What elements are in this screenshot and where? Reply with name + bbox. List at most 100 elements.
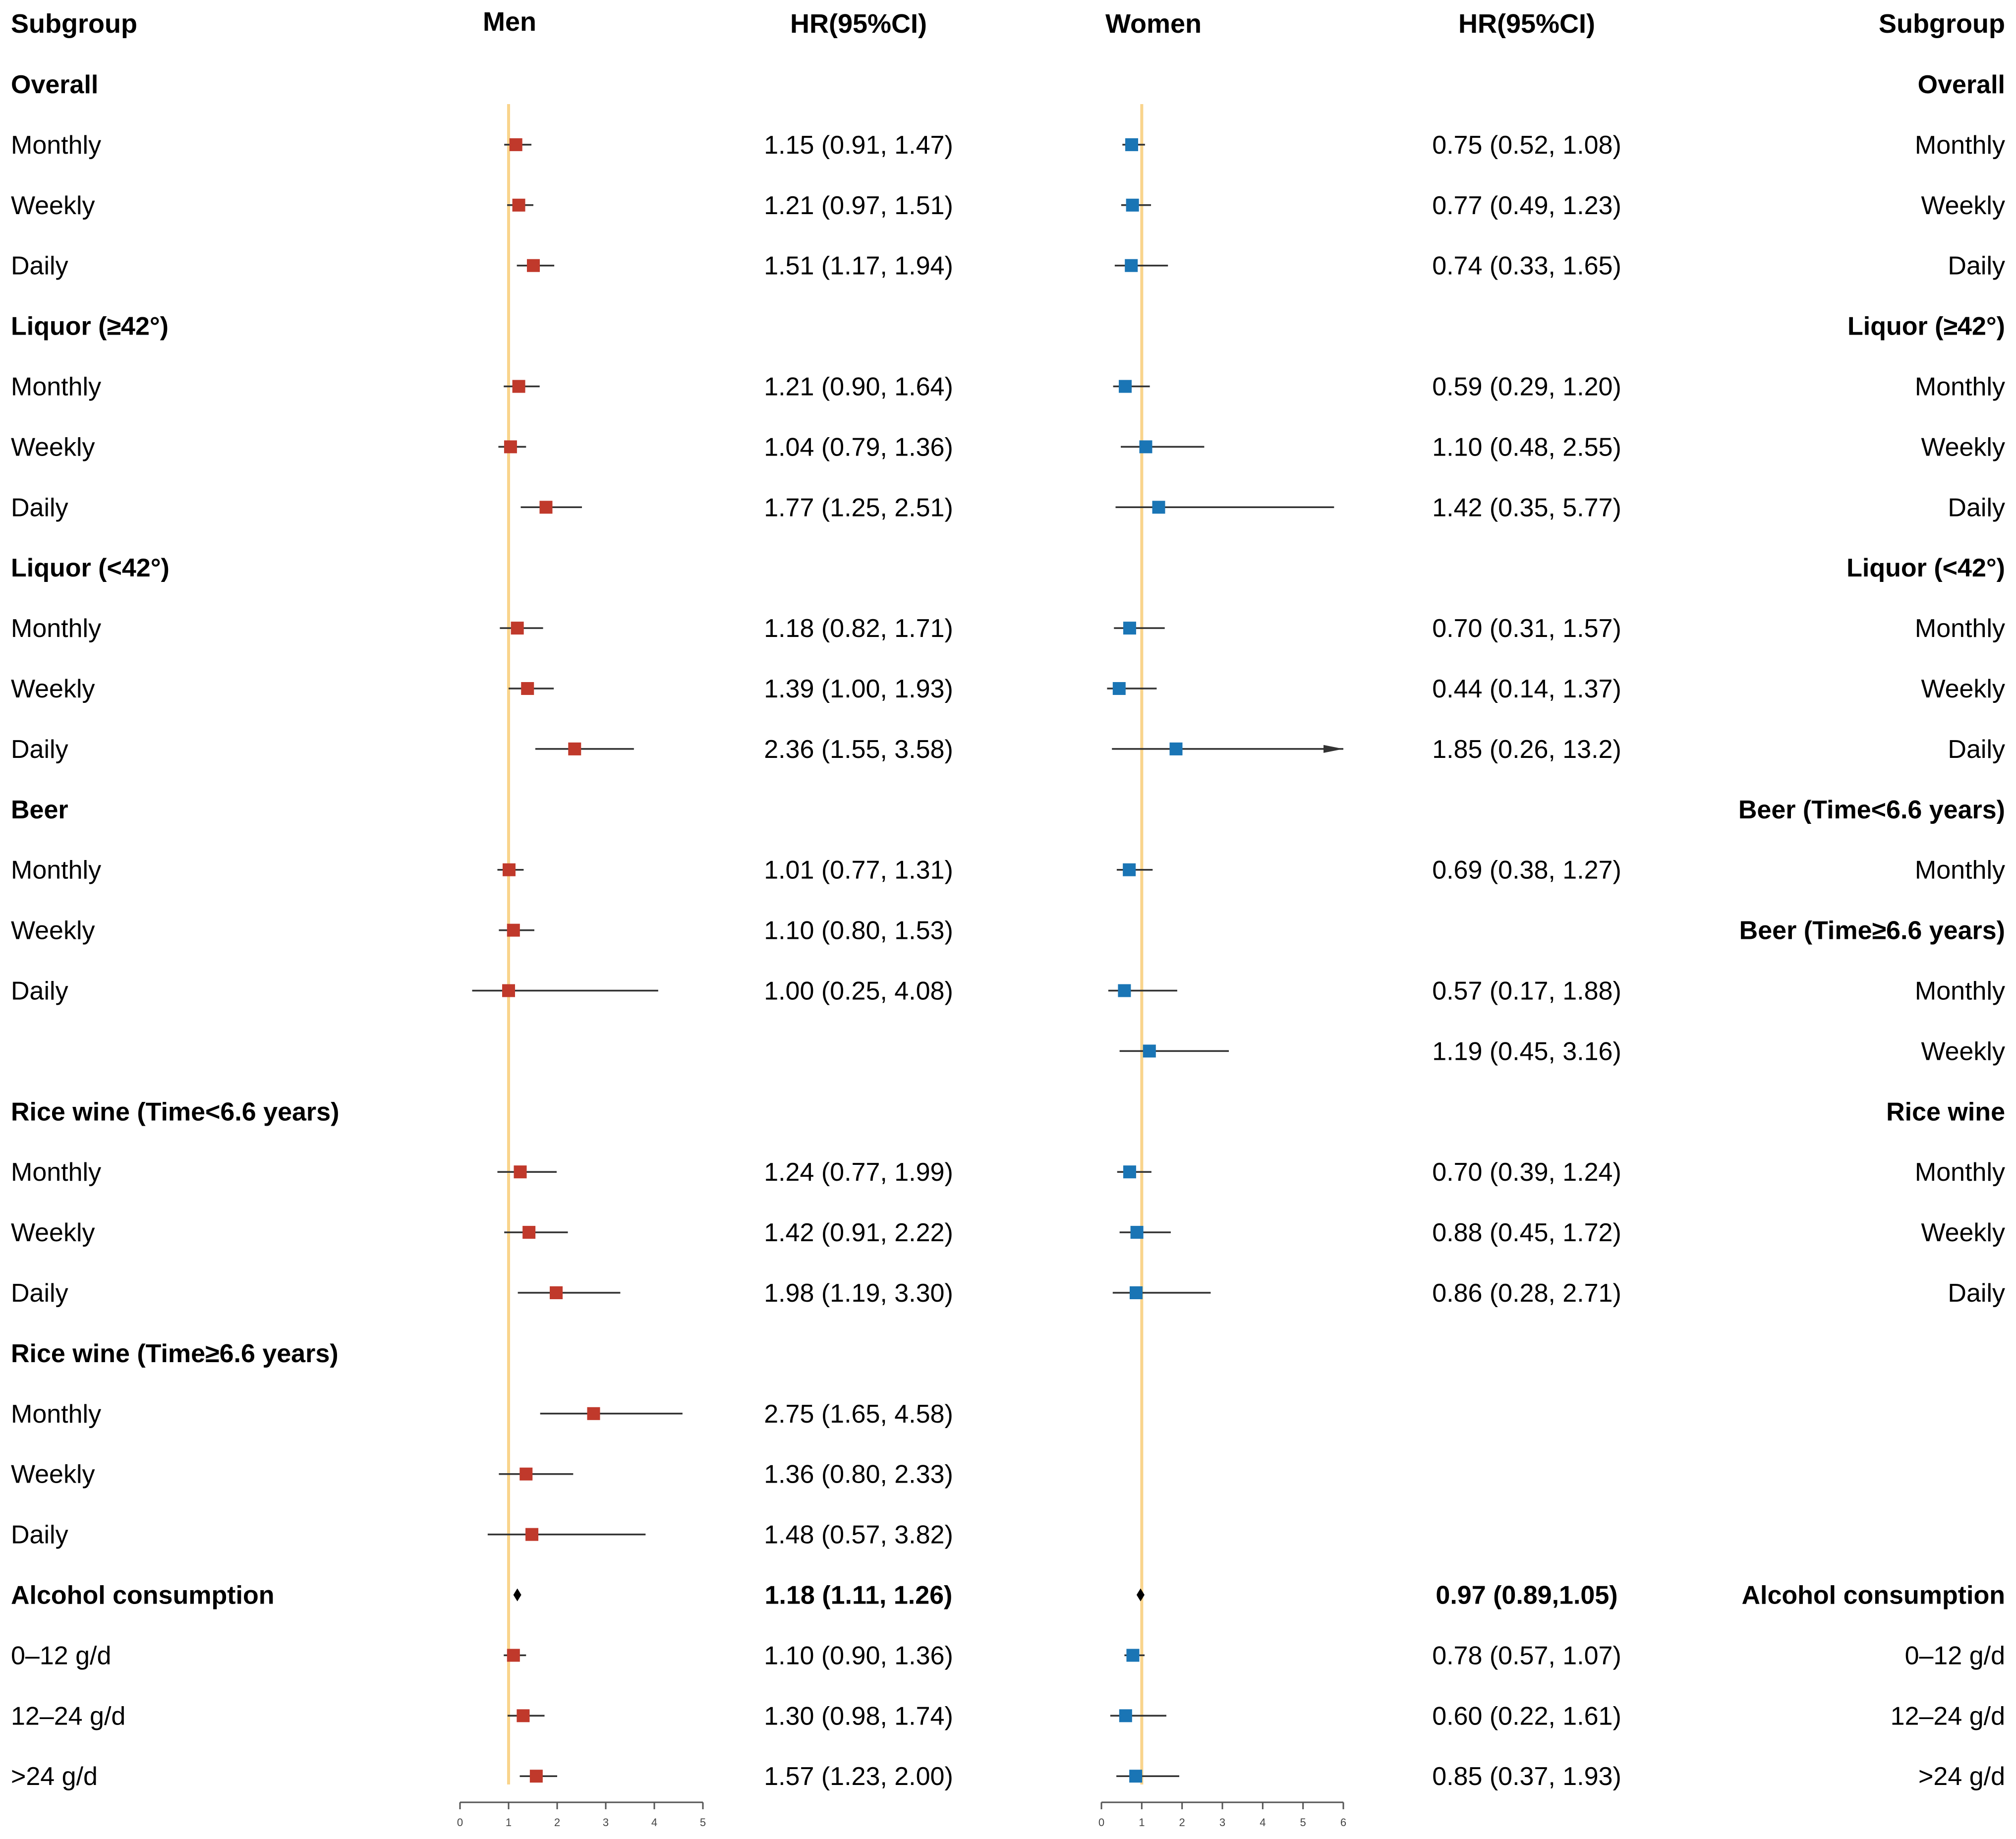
header-subgroup-right: Subgroup (1879, 9, 2005, 39)
women-hr-text: 1.85 (0.26, 13.2) (1432, 735, 1621, 764)
men-hr-text: 1.18 (1.11, 1.26) (765, 1581, 953, 1610)
men-row-label: Weekly (11, 191, 95, 220)
men-hr-text: 1.39 (1.00, 1.93) (764, 675, 953, 703)
women-point-marker (1123, 863, 1136, 876)
men-point-marker (507, 923, 520, 937)
women-row-label: Monthly (1915, 614, 2005, 643)
women-hr-text: 0.44 (0.14, 1.37) (1432, 675, 1621, 703)
men-group-label: Liquor (≥42°) (11, 312, 169, 341)
women-x-tick-label: 0 (1098, 1816, 1104, 1829)
women-x-tick-label: 2 (1179, 1816, 1185, 1829)
men-row-label: Monthly (11, 131, 101, 160)
men-point-marker (509, 138, 522, 151)
women-hr-text: 0.85 (0.37, 1.93) (1432, 1762, 1621, 1791)
men-point-marker (568, 742, 581, 755)
women-point-marker (1125, 259, 1138, 272)
men-group-label: Rice wine (Time≥6.6 years) (11, 1339, 339, 1368)
women-hr-text: 0.77 (0.49, 1.23) (1432, 191, 1621, 220)
men-point-marker (502, 863, 516, 876)
header-women: Women (1105, 9, 1202, 39)
women-row-label: Weekly (1921, 1037, 2005, 1066)
women-point-marker (1126, 198, 1139, 212)
women-point-marker (1112, 682, 1126, 695)
men-point-marker (521, 682, 534, 695)
men-row-label: Daily (11, 252, 68, 281)
women-hr-text: 0.97 (0.89,1.05) (1436, 1581, 1617, 1610)
men-point-marker (526, 259, 540, 272)
men-row-label: Daily (11, 735, 68, 764)
women-hr-text: 0.59 (0.29, 1.20) (1432, 373, 1621, 402)
women-hr-text: 0.60 (0.22, 1.61) (1432, 1702, 1621, 1730)
women-group-label: Liquor (≥42°) (1847, 312, 2005, 341)
women-point-marker (1126, 1649, 1140, 1662)
men-hr-text: 1.01 (0.77, 1.31) (764, 856, 953, 885)
women-row-label: Daily (1948, 1279, 2005, 1308)
women-x-tick-label: 1 (1139, 1816, 1145, 1829)
men-point-marker (512, 380, 525, 393)
men-hr-text: 1.30 (0.98, 1.74) (764, 1702, 953, 1730)
women-row-label: Weekly (1921, 433, 2005, 461)
women-point-marker (1119, 1709, 1132, 1723)
men-hr-text: 1.10 (0.90, 1.36) (764, 1641, 953, 1670)
panel-men: Overall Monthly 1.15 (0.91, 1.47) Weekly 1.2… (11, 70, 953, 1829)
women-row-label: 0–12 g/d (1905, 1641, 2005, 1670)
women-hr-text: 0.88 (0.45, 1.72) (1432, 1218, 1621, 1247)
women-summary-diamond (1136, 1588, 1145, 1602)
men-point-marker (529, 1770, 543, 1783)
header-subgroup-left: Subgroup (11, 9, 137, 39)
men-group-label: Overall (11, 70, 98, 99)
men-row-label: Weekly (11, 1460, 95, 1489)
women-row-label: Monthly (1915, 131, 2005, 160)
women-x-tick-label: 4 (1260, 1816, 1266, 1829)
men-hr-text: 1.15 (0.91, 1.47) (764, 131, 953, 160)
men-hr-text: 2.75 (1.65, 4.58) (764, 1400, 953, 1429)
women-point-marker (1143, 1044, 1156, 1058)
women-row-label: Monthly (1915, 373, 2005, 402)
men-group-label: Rice wine (Time<6.6 years) (11, 1097, 339, 1126)
men-summary-diamond (513, 1588, 521, 1602)
men-point-marker (539, 501, 553, 514)
women-hr-text: 0.78 (0.57, 1.07) (1432, 1641, 1621, 1670)
women-group-label: Alcohol consumption (1741, 1581, 2005, 1610)
men-hr-text: 1.21 (0.97, 1.51) (764, 191, 953, 220)
men-point-marker (522, 1226, 536, 1239)
men-row-label: 12–24 g/d (11, 1702, 125, 1730)
panel-women: Overall Monthly 0.75 (0.52, 1.08) Weekly 0.7… (1098, 70, 2005, 1829)
women-point-marker (1123, 622, 1136, 635)
men-row-label: Monthly (11, 614, 101, 643)
header-hr-women: HR(95%CI) (1458, 9, 1595, 39)
men-row-label: Daily (11, 493, 68, 522)
men-group-label: Alcohol consumption (11, 1581, 275, 1610)
men-hr-text: 1.04 (0.79, 1.36) (764, 433, 953, 461)
men-hr-text: 1.21 (0.90, 1.64) (764, 373, 953, 402)
men-row-label: Daily (11, 977, 68, 1006)
women-x-tick-label: 6 (1340, 1816, 1346, 1829)
men-hr-text: 1.51 (1.17, 1.94) (764, 252, 953, 281)
men-point-marker (507, 1649, 520, 1662)
women-hr-text: 0.69 (0.38, 1.27) (1432, 856, 1621, 885)
men-hr-text: 1.77 (1.25, 2.51) (764, 493, 953, 522)
women-row-label: Weekly (1921, 1218, 2005, 1247)
women-hr-text: 0.75 (0.52, 1.08) (1432, 131, 1621, 160)
men-x-tick-label: 1 (506, 1816, 512, 1829)
women-point-marker (1169, 742, 1183, 755)
men-point-marker (519, 1467, 533, 1481)
women-x-tick-label: 5 (1300, 1816, 1306, 1829)
men-x-tick-label: 5 (700, 1816, 706, 1829)
men-hr-text: 1.57 (1.23, 2.00) (764, 1762, 953, 1791)
men-hr-text: 1.42 (0.91, 2.22) (764, 1218, 953, 1247)
men-row-label: Weekly (11, 1218, 95, 1247)
men-point-marker (511, 622, 524, 635)
women-row-label: 12–24 g/d (1891, 1702, 2005, 1730)
column-headers: Subgroup Men HR(95%CI) Women HR(95%CI) S… (11, 7, 2005, 39)
men-point-marker (514, 1165, 527, 1179)
women-point-marker (1123, 1165, 1136, 1179)
men-point-marker (550, 1286, 563, 1299)
women-row-label: Daily (1948, 735, 2005, 764)
women-hr-text: 0.74 (0.33, 1.65) (1432, 252, 1621, 281)
women-row-label: Monthly (1915, 1158, 2005, 1187)
header-hr-men: HR(95%CI) (790, 9, 927, 39)
women-hr-text: 1.42 (0.35, 5.77) (1432, 493, 1621, 522)
women-row-label: Weekly (1921, 675, 2005, 703)
